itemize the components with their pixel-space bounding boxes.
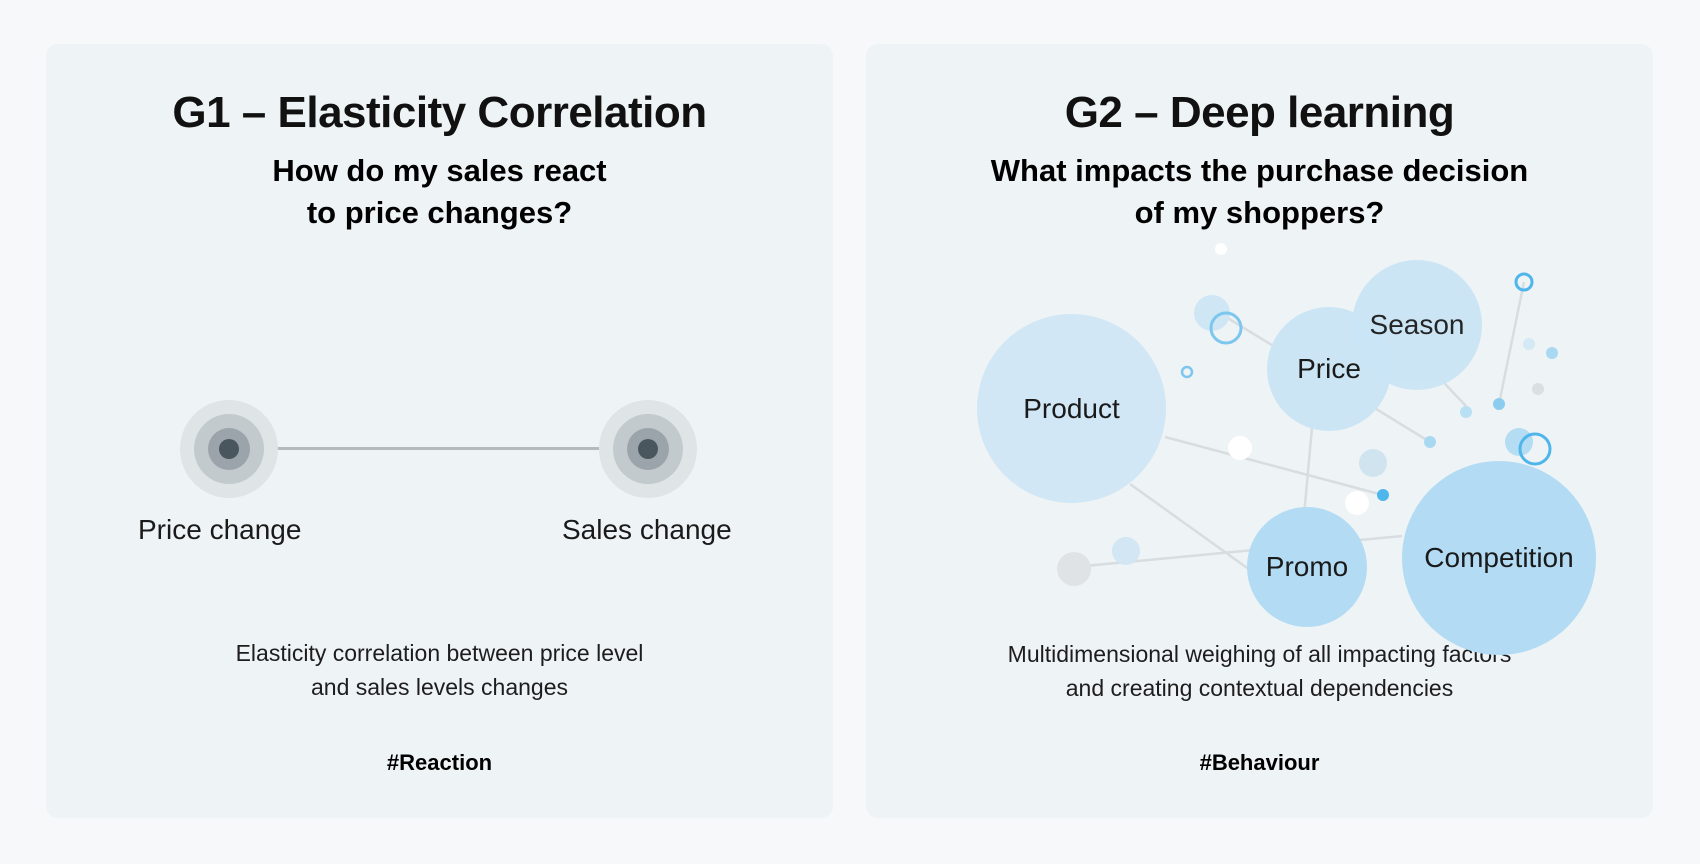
- g2-description: Multidimensional weighing of all impacti…: [866, 637, 1653, 705]
- g1-content: G1 – Elasticity Correlation How do my sa…: [46, 0, 833, 864]
- factor-bubble-competition: Competition: [1402, 461, 1596, 655]
- g2-desc-line2: and creating contextual dependencies: [1065, 675, 1454, 701]
- price-change-node: [180, 400, 278, 498]
- g1-desc-line1: Elasticity correlation between price lev…: [235, 640, 644, 666]
- factor-bubble-product: Product: [977, 314, 1166, 503]
- factor-bubble-season: Season: [1352, 260, 1482, 390]
- g2-subtitle-line2: of my shoppers?: [1134, 195, 1385, 230]
- g1-correlation-line: [277, 447, 599, 450]
- g1-desc-line2: and sales levels changes: [311, 674, 568, 700]
- g2-hashtag: #Behaviour: [1199, 750, 1320, 775]
- g2-dots: [1057, 243, 1558, 586]
- g2-subtitle: What impacts the purchase decision of my…: [866, 150, 1653, 234]
- g1-subtitle-line1: How do my sales react: [272, 153, 607, 188]
- g2-ring-markers: [1180, 272, 1552, 466]
- g1-subtitle: How do my sales react to price changes?: [46, 150, 833, 234]
- g1-description: Elasticity correlation between price lev…: [46, 636, 833, 704]
- g2-content: G2 – Deep learning What impacts the purc…: [866, 0, 1653, 864]
- g1-hashtag: #Reaction: [386, 750, 493, 775]
- g2-subtitle-line1: What impacts the purchase decision: [990, 153, 1529, 188]
- g1-subtitle-line2: to price changes?: [306, 195, 573, 230]
- g2-desc-line1: Multidimensional weighing of all impacti…: [1007, 641, 1512, 667]
- sales-change-label: Sales change: [562, 514, 732, 545]
- factor-bubble-promo: Promo: [1247, 507, 1367, 627]
- card-g1-elasticity: [46, 44, 833, 818]
- sales-change-node: [599, 400, 697, 498]
- g2-title: G2 – Deep learning: [1064, 88, 1455, 137]
- price-change-label: Price change: [138, 514, 302, 545]
- g1-title: G1 – Elasticity Correlation: [172, 88, 707, 137]
